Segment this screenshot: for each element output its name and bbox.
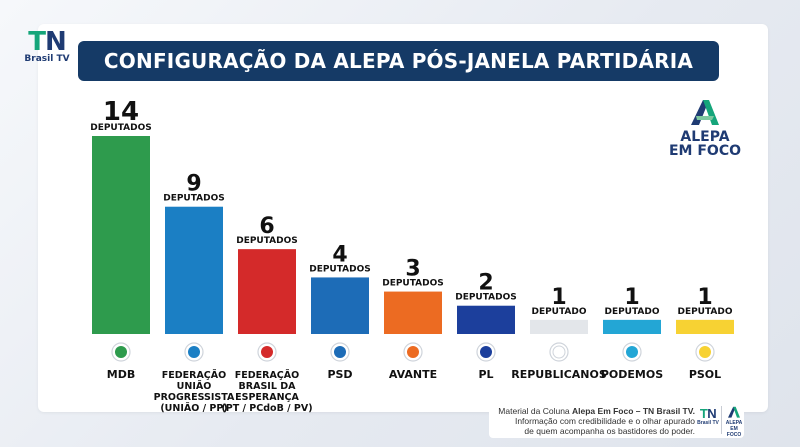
value-label-psol-8: 1 — [697, 285, 712, 310]
footer-alepa-icon — [728, 406, 740, 418]
unit-label-podemos-7: DEPUTADO — [604, 307, 659, 317]
value-label-pl-5: 2 — [478, 271, 493, 296]
value-label-federao-2: 6 — [259, 214, 274, 239]
unit-label-avante-4: DEPUTADOS — [382, 279, 444, 289]
category-label-pl-5-0: PL — [478, 368, 493, 381]
bar-podemos-7 — [603, 319, 661, 334]
category-label-avante-4-0: AVANTE — [389, 368, 437, 381]
party-dot-psd-3 — [334, 346, 346, 358]
footer-tn-logo: TN Brasil TV — [697, 406, 719, 426]
party-dot-mdb-0 — [115, 346, 127, 358]
alepa-logo-line2: EM FOCO — [668, 143, 741, 159]
party-dot-psol-8 — [699, 346, 711, 358]
tn-logo-subtitle: Brasil TV — [24, 54, 70, 64]
unit-label-republicanos-6: DEPUTADO — [531, 307, 586, 317]
bar-republicanos-6 — [530, 319, 588, 334]
bar-federao-2 — [238, 249, 296, 334]
bar-mdb-0 — [92, 136, 150, 334]
footer-separator — [721, 406, 722, 434]
category-label-mdb-0-0: MDB — [107, 368, 135, 381]
party-dot-pl-5 — [480, 346, 492, 358]
value-label-republicanos-6: 1 — [551, 285, 566, 310]
footer-line1: Material da Coluna Alepa Em Foco – TN Br… — [498, 406, 695, 416]
alepa-em-foco-logo: ALEPA EM FOCO — [668, 98, 742, 158]
bar-federao-1 — [165, 206, 223, 334]
bar-psol-8 — [676, 319, 734, 334]
party-dot-federao-1 — [188, 346, 200, 358]
value-label-podemos-7: 1 — [624, 285, 639, 310]
footer-line2: Informação com credibilidade e o olhar a… — [514, 416, 695, 426]
footer-alepa-logo: ALEPA EM FOCO — [725, 406, 743, 438]
category-label-psd-3-0: PSD — [327, 368, 352, 381]
tn-brasil-logo: TN Brasil TV — [24, 27, 70, 64]
alepa-logo-line1: ALEPA — [680, 129, 730, 145]
chart-title: CONFIGURAÇÃO DA ALEPA PÓS-JANELA PARTIDÁ… — [78, 41, 719, 81]
bar-psd-3 — [311, 277, 369, 334]
footer-credit: Material da Coluna Alepa Em Foco – TN Br… — [489, 402, 744, 438]
category-label-federao-1-1: UNIÃO — [177, 381, 212, 392]
footer-text: Material da Coluna Alepa Em Foco – TN Br… — [495, 406, 695, 436]
category-label-podemos-7-0: PODEMOS — [601, 368, 663, 381]
tn-logo-mark: TN — [28, 27, 67, 57]
footer-line3: de quem acompanha os bastidores do poder… — [524, 426, 695, 436]
value-label-avante-4: 3 — [405, 257, 420, 282]
unit-label-federao-1: DEPUTADOS — [163, 194, 225, 204]
category-label-federao-2-1: BRASIL DA — [239, 381, 297, 392]
chart-panel — [38, 24, 768, 412]
unit-label-mdb-0: DEPUTADOS — [90, 123, 152, 133]
value-label-psd-3: 4 — [332, 242, 347, 267]
bar-avante-4 — [384, 291, 442, 334]
party-dot-avante-4 — [407, 346, 419, 358]
category-label-psol-8-0: PSOL — [689, 368, 721, 381]
category-label-federao-2-3: (PT / PCdoB / PV) — [221, 403, 312, 414]
unit-label-psd-3: DEPUTADOS — [309, 264, 371, 274]
value-label-federao-1: 9 — [186, 172, 201, 197]
party-dot-federao-2 — [261, 346, 273, 358]
value-label-mdb-0: 14 — [103, 97, 139, 127]
category-label-federao-2-0: FEDERAÇÃO — [235, 370, 299, 381]
category-label-federao-1-2: PROGRESSISTA — [154, 392, 235, 403]
unit-label-pl-5: DEPUTADOS — [455, 293, 517, 303]
category-label-federao-1-0: FEDERAÇÃO — [162, 370, 226, 381]
unit-label-federao-2: DEPUTADOS — [236, 236, 298, 246]
category-label-republicanos-6-0: REPUBLICANOS — [511, 368, 607, 381]
alepa-logo-icon — [691, 100, 719, 125]
unit-label-psol-8: DEPUTADO — [677, 307, 732, 317]
bar-pl-5 — [457, 305, 515, 334]
category-label-federao-1-3: (UNIÃO / PP) — [160, 403, 227, 414]
party-dot-republicanos-6 — [552, 345, 566, 359]
party-dot-podemos-7 — [626, 346, 638, 358]
category-label-federao-2-2: ESPERANÇA — [235, 392, 299, 403]
